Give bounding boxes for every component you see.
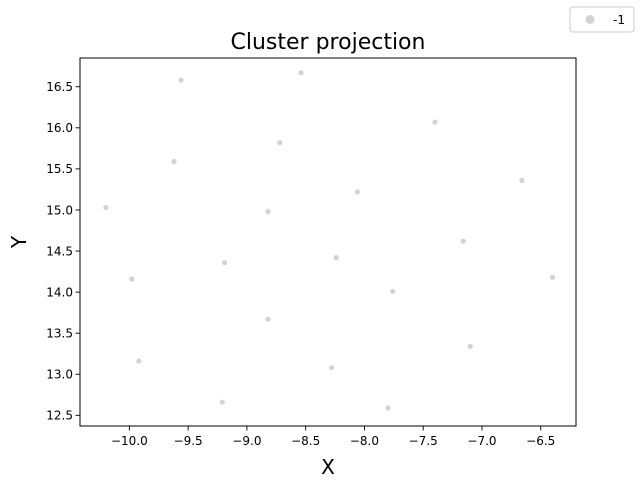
legend-marker — [585, 15, 595, 24]
chart-title: Cluster projection — [231, 30, 426, 55]
y-tick-label: 12.5 — [46, 409, 73, 423]
y-axis-ticks: 12.5 13.0 13.5 14.0 14.5 15.0 15.5 16.0 16.5 — [46, 80, 80, 423]
y-axis-label: Y — [7, 235, 31, 249]
x-axis-ticks: −10.0 −9.5 −9.0 −8.5 −8.0 −7.5 −7.0 −6.5 — [111, 426, 555, 448]
x-tick-label: −8.0 — [350, 434, 379, 448]
x-tick-label: −9.0 — [232, 434, 261, 448]
data-point — [136, 358, 142, 364]
data-point — [277, 140, 283, 146]
y-tick-label: 14.5 — [46, 244, 73, 258]
data-point — [385, 405, 391, 411]
x-tick-label: −7.5 — [409, 434, 438, 448]
x-tick-label: −6.5 — [526, 434, 555, 448]
legend-label: -1 — [613, 13, 625, 27]
plot-frame — [79, 57, 577, 427]
x-tick-label: −7.0 — [467, 434, 496, 448]
data-point — [460, 238, 466, 244]
data-point — [333, 255, 339, 261]
data-point — [221, 259, 228, 266]
legend: -1 — [569, 6, 635, 33]
y-tick-label: 13.0 — [46, 368, 73, 382]
data-point — [549, 274, 556, 280]
data-point — [298, 70, 304, 76]
y-tick-label: 16.0 — [46, 121, 73, 135]
y-tick-label: 15.0 — [46, 203, 73, 217]
data-point — [467, 343, 473, 349]
data-point — [328, 365, 335, 371]
data-point — [171, 158, 177, 165]
data-point — [432, 119, 438, 125]
data-point — [219, 399, 225, 405]
data-point — [103, 204, 109, 211]
y-tick-label: 16.5 — [46, 80, 73, 94]
legend-frame — [569, 6, 635, 33]
x-axis-label: X — [321, 455, 335, 479]
x-tick-label: −8.5 — [291, 434, 320, 448]
data-point — [519, 177, 525, 183]
y-tick-label: 14.0 — [46, 285, 73, 299]
x-tick-label: −10.0 — [111, 434, 148, 448]
x-tick-label: −9.5 — [174, 434, 203, 448]
data-point — [129, 276, 135, 282]
data-point — [265, 316, 271, 322]
y-tick-label: 15.5 — [46, 162, 73, 176]
points-layer — [103, 70, 556, 411]
data-point — [354, 189, 360, 195]
y-tick-label: 13.5 — [46, 326, 73, 340]
data-point — [265, 209, 271, 215]
data-point — [178, 77, 184, 83]
data-point — [390, 288, 396, 294]
